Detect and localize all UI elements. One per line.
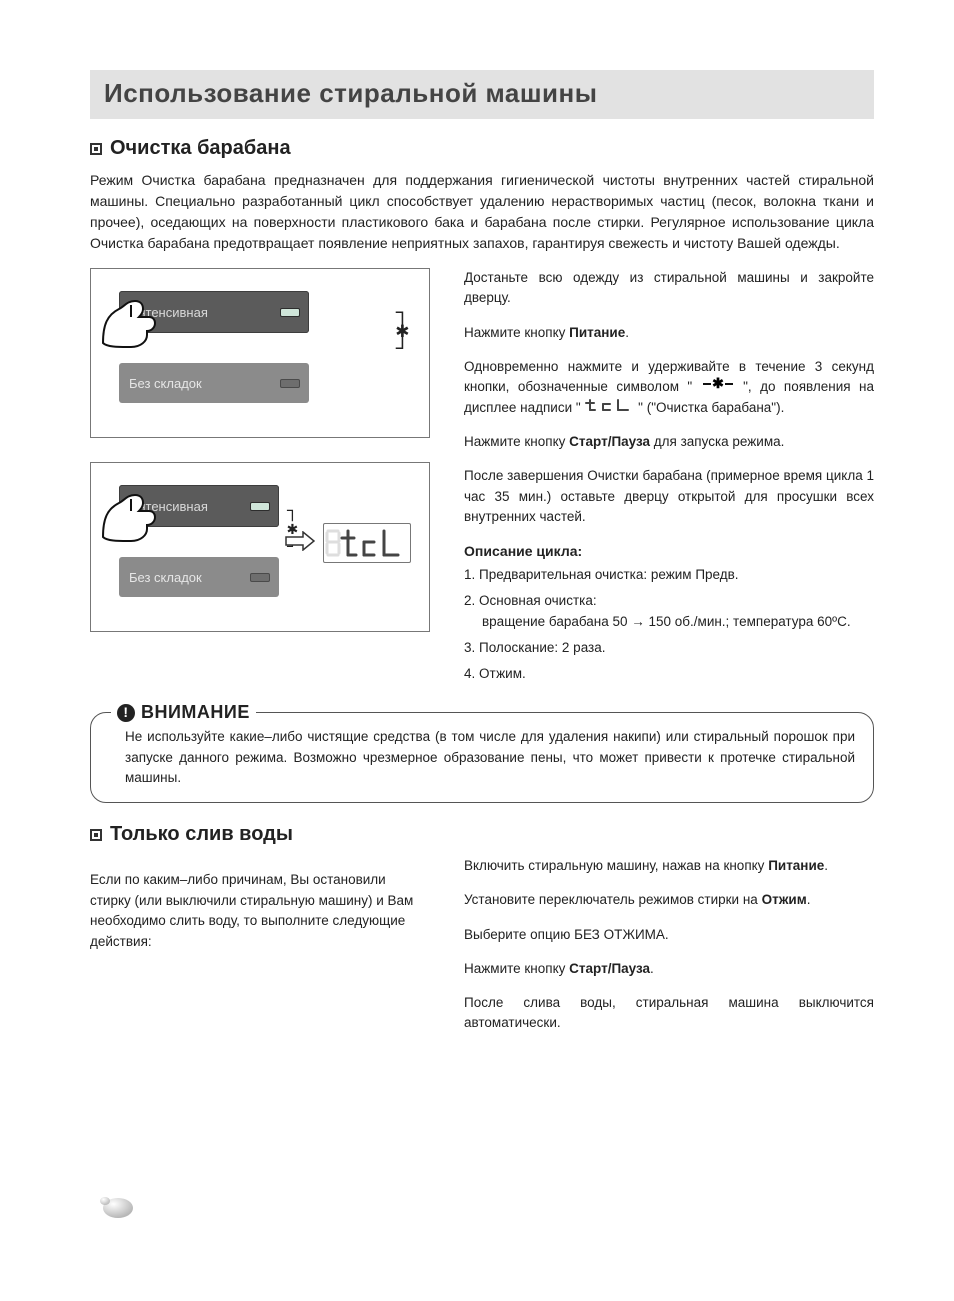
t: 2. Основная очистка: [464,593,597,608]
exclamation-icon: ! [117,704,135,722]
step-text: Включить стиральную машину, нажав на кно… [464,856,874,876]
list-item: 3. Полоскание: 2 раза. [464,638,874,658]
warning-text: Не используйте какие–либо чистящие средс… [125,729,855,785]
step-text: Нажмите кнопку Старт/Пауза. [464,959,874,979]
list-item: 2. Основная очистка: вращение барабана 5… [464,591,874,632]
t: Установите переключатель режимов стирки … [464,892,762,907]
section2-steps: Включить стиральную машину, нажав на кно… [464,856,874,1048]
heading-bullet-icon [90,829,102,841]
section2-heading: Только слив воды [90,823,874,846]
hand-icon [97,295,165,358]
cycle-list: 1. Предварительная очистка: режим Предв.… [464,565,874,684]
dash-star-dash-icon: ✱ [701,377,735,397]
t: Старт/Пауза [569,434,650,449]
section1-intro: Режим Очистка барабана предназначен для … [90,170,874,254]
step-text: Одновременно нажмите и удерживайте в теч… [464,357,874,418]
manual-page: Использование стиральной машины Очистка … [0,0,954,1301]
panel-illustration-2: Интенсивная Без складок ┐✱┘ [90,462,430,632]
t: Питание [569,325,625,340]
cycle-heading: Описание цикла: [464,543,874,559]
section1-heading: Очистка барабана [90,137,874,160]
t: Нажмите кнопку [464,434,569,449]
page-title-bar: Использование стиральной машины [90,70,874,119]
warning-label: ! ВНИМАНИЕ [111,699,256,726]
led-icon [251,503,269,510]
t: вращение барабана 50 → 150 об./мин.; тем… [464,612,874,632]
step-text: Установите переключатель режимов стирки … [464,890,874,910]
t: . [625,325,629,340]
heading-bullet-icon [90,143,102,155]
section2-columns: Если по каким–либо причинам, Вы останови… [90,856,874,1048]
t: Старт/Пауза [569,961,650,976]
list-item: 4. Отжим. [464,664,874,684]
t: Питание [768,858,824,873]
led-off-icon [281,380,299,387]
t: . [807,892,811,907]
list-item: 1. Предварительная очистка: режим Предв. [464,565,874,585]
t: " ("Очистка барабана"). [634,400,784,415]
t: . [824,858,828,873]
step-text: Нажмите кнопку Старт/Пауза для запуска р… [464,432,874,452]
panel-button-label: Без складок [129,376,202,391]
svg-text:✱: ✱ [712,377,724,391]
section2-intro: Если по каким–либо причинам, Вы останови… [90,856,430,1048]
warning-label-text: ВНИМАНИЕ [141,699,250,726]
panel-button-nocrease: Без складок [119,557,279,597]
warning-callout: ! ВНИМАНИЕ Не используйте какие–либо чис… [90,712,874,803]
illustrations-column: Интенсивная Без складок ┐✱┘ [90,268,430,690]
arrow-right-icon [285,531,315,556]
steps-column: Достаньте всю одежду из стиральной машин… [464,268,874,690]
t: . [650,961,654,976]
tcl-inline-icon [584,398,634,418]
step-text: После слива воды, стиральная машина выкл… [464,993,874,1034]
section2-title: Только слив воды [110,823,293,846]
section2-left-text: Если по каким–либо причинам, Вы останови… [90,870,430,954]
section1-columns: Интенсивная Без складок ┐✱┘ [90,268,874,690]
led-off-icon [251,574,269,581]
led-icon [281,309,299,316]
t: Отжим [762,892,807,907]
display-readout [285,523,411,563]
t: Включить стиральную машину, нажав на кно… [464,858,768,873]
t: Нажмите кнопку [464,961,569,976]
step-text: Достаньте всю одежду из стиральной машин… [464,268,874,309]
step-text: Выберите опцию БЕЗ ОТЖИМА. [464,925,874,945]
hand-icon [97,489,165,552]
star-bracket-icon: ┐✱┘ [396,305,409,359]
panel-illustration-1: Интенсивная Без складок ┐✱┘ [90,268,430,438]
t: для запуска режима. [650,434,784,449]
panel-button-nocrease: Без складок [119,363,309,403]
t: Нажмите кнопку [464,325,569,340]
panel-button-label: Без складок [129,570,202,585]
page-bubble-icon [96,1190,136,1225]
digital-display [323,523,411,563]
step-text: Нажмите кнопку Питание. [464,323,874,343]
section1-title: Очистка барабана [110,137,291,160]
page-title: Использование стиральной машины [104,78,860,109]
step-text: После завершения Очистки барабана (приме… [464,466,874,527]
